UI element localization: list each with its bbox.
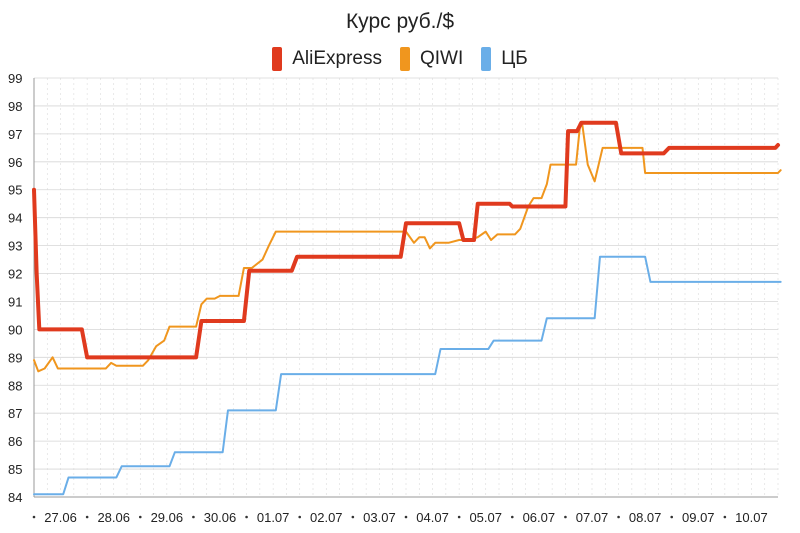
- chart-legend: AliExpress QIWI ЦБ: [0, 47, 800, 71]
- chart-title: Курс руб./$: [345, 10, 455, 33]
- x-tick-label: 05.07: [469, 510, 502, 525]
- y-tick-label: 88: [8, 378, 22, 393]
- x-axis: 27.06 28.06 29.06 30.06 01.07 02.07 03.07 04.07…: [32, 496, 778, 525]
- legend-label-qiwi: QIWI: [419, 48, 464, 69]
- legend-swatch-qiwi: [399, 47, 410, 71]
- x-tick-dot: [85, 515, 89, 519]
- legend-swatch-cb: [481, 47, 492, 71]
- series-line-aliexpress: [32, 120, 780, 360]
- y-tick-label: 94: [8, 211, 22, 226]
- x-tick-label: 27.06: [44, 510, 77, 525]
- x-tick-dot: [404, 515, 408, 519]
- x-tick-label: 06.07: [523, 510, 556, 525]
- y-tick-label: 89: [8, 350, 22, 365]
- series-line-цб: [33, 255, 782, 496]
- x-tick-dot: [457, 515, 461, 519]
- legend-item-qiwi: QIWI: [399, 47, 464, 71]
- chart-grid: [33, 77, 779, 498]
- y-tick-label: 93: [8, 239, 22, 254]
- y-axis: 84 85 86 87 88 89 90 91 92 93 94 95 96 97 98 99: [8, 71, 35, 505]
- y-tick-label: 95: [8, 183, 22, 198]
- x-tick-dot: [670, 515, 674, 519]
- legend-label-aliexpress: AliExpress: [292, 48, 382, 69]
- y-tick-label: 96: [8, 155, 22, 170]
- legend-label-cb: ЦБ: [501, 48, 528, 69]
- y-tick-label: 86: [8, 434, 22, 449]
- x-tick-dot: [351, 515, 355, 519]
- x-tick-label: 07.07: [576, 510, 609, 525]
- series-line-qiwi: [33, 121, 782, 373]
- x-tick-label: 28.06: [97, 510, 130, 525]
- y-tick-label: 99: [8, 71, 22, 86]
- x-tick-dot: [564, 515, 567, 519]
- y-tick-label: 90: [8, 322, 22, 337]
- x-tick-dot: [723, 515, 727, 519]
- y-tick-label: 92: [8, 267, 22, 282]
- x-tick-label: 10.07: [735, 510, 768, 525]
- y-tick-label: 91: [8, 294, 22, 309]
- y-tick-label: 97: [8, 127, 22, 142]
- x-tick-dot: [32, 515, 36, 519]
- x-tick-label: 03.07: [363, 510, 396, 525]
- x-tick-dot: [138, 515, 142, 519]
- y-tick-label: 98: [8, 99, 22, 114]
- x-tick-label: 01.07: [257, 510, 290, 525]
- y-tick-label: 84: [8, 490, 22, 505]
- legend-item-cb: ЦБ: [481, 47, 528, 71]
- x-tick-label: 30.06: [204, 510, 237, 525]
- x-tick-label: 04.07: [416, 510, 449, 525]
- x-tick-dot: [617, 515, 620, 519]
- x-tick-dot: [192, 515, 195, 519]
- legend-swatch-aliexpress: [272, 47, 283, 71]
- y-tick-label: 87: [8, 406, 22, 421]
- x-tick-dot: [510, 515, 514, 519]
- y-tick-label: 85: [8, 462, 22, 477]
- chart-series: [32, 120, 782, 496]
- x-tick-label: 08.07: [629, 510, 662, 525]
- x-tick-label: 09.07: [682, 510, 715, 525]
- legend-item-aliexpress: AliExpress: [272, 47, 382, 71]
- x-tick-label: 29.06: [151, 510, 184, 525]
- x-tick-dot: [245, 515, 248, 519]
- x-tick-dot: [298, 515, 302, 519]
- x-tick-label: 02.07: [310, 510, 343, 525]
